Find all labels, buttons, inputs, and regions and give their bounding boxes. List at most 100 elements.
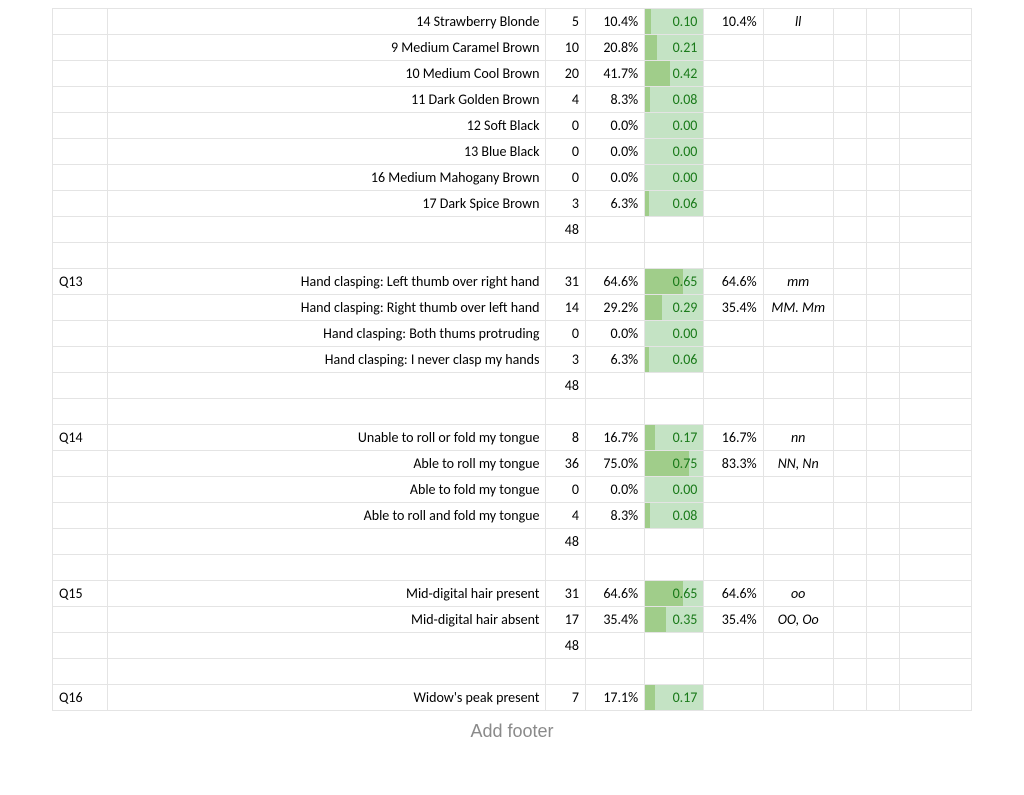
cell-n[interactable]: 31 <box>546 269 585 295</box>
cell-databar[interactable]: 0.17 <box>645 685 704 711</box>
cell-extra[interactable] <box>866 35 899 61</box>
cell-genotype[interactable]: mm <box>763 269 833 295</box>
cell-q[interactable] <box>53 451 108 477</box>
cell-extra[interactable] <box>899 347 971 373</box>
cell-pct[interactable] <box>585 659 644 685</box>
cell-n[interactable]: 20 <box>546 61 585 87</box>
cell-databar[interactable] <box>645 529 704 555</box>
cell-n[interactable] <box>546 243 585 269</box>
cell-extra[interactable] <box>866 113 899 139</box>
cell-databar[interactable]: 0.08 <box>645 503 704 529</box>
cell-extra[interactable] <box>899 87 971 113</box>
cell-extra[interactable] <box>866 581 899 607</box>
cell-extra[interactable] <box>866 191 899 217</box>
cell-desc[interactable] <box>107 633 546 659</box>
cell-extra[interactable] <box>833 477 866 503</box>
cell-extra[interactable] <box>833 529 866 555</box>
cell-extra[interactable] <box>833 269 866 295</box>
cell-geno[interactable] <box>763 659 833 685</box>
cell-n[interactable] <box>546 659 585 685</box>
cell-desc[interactable]: 11 Dark Golden Brown <box>107 87 546 113</box>
cell-pct2[interactable] <box>704 503 763 529</box>
cell-genotype[interactable] <box>763 139 833 165</box>
cell-pct2[interactable] <box>704 685 763 711</box>
cell-q[interactable]: Q13 <box>53 269 108 295</box>
cell-genotype[interactable]: oo <box>763 581 833 607</box>
cell-q[interactable] <box>53 399 108 425</box>
cell-desc[interactable]: 10 Medium Cool Brown <box>107 61 546 87</box>
cell-extra[interactable] <box>866 633 899 659</box>
cell-pct[interactable]: 6.3% <box>585 191 644 217</box>
cell-q[interactable]: Q16 <box>53 685 108 711</box>
cell-genotype[interactable] <box>763 477 833 503</box>
cell-q[interactable] <box>53 607 108 633</box>
cell-extra[interactable] <box>833 347 866 373</box>
cell-q[interactable] <box>53 295 108 321</box>
cell-desc[interactable] <box>107 659 546 685</box>
cell-desc[interactable]: 13 Blue Black <box>107 139 546 165</box>
cell-desc[interactable]: Unable to roll or fold my tongue <box>107 425 546 451</box>
cell-q[interactable]: Q14 <box>53 425 108 451</box>
cell-extra[interactable] <box>866 9 899 35</box>
cell-q[interactable] <box>53 87 108 113</box>
cell-q[interactable] <box>53 503 108 529</box>
cell-n[interactable]: 8 <box>546 425 585 451</box>
cell-n[interactable]: 14 <box>546 295 585 321</box>
cell-genotype[interactable] <box>763 347 833 373</box>
cell-databar[interactable]: 0.00 <box>645 113 704 139</box>
cell-databar[interactable]: 0.00 <box>645 321 704 347</box>
cell-extra[interactable] <box>899 607 971 633</box>
cell-databar[interactable]: 0.65 <box>645 581 704 607</box>
cell-pct2[interactable] <box>704 191 763 217</box>
cell-extra[interactable] <box>899 35 971 61</box>
cell-extra[interactable] <box>866 425 899 451</box>
cell-pct2[interactable]: 35.4% <box>704 295 763 321</box>
cell-extra[interactable] <box>899 217 971 243</box>
cell-q[interactable] <box>53 529 108 555</box>
cell-pct2[interactable]: 16.7% <box>704 425 763 451</box>
cell-n[interactable]: 0 <box>546 139 585 165</box>
cell-extra[interactable] <box>866 139 899 165</box>
cell-pct[interactable] <box>585 399 644 425</box>
cell-desc[interactable] <box>107 243 546 269</box>
cell-q[interactable] <box>53 35 108 61</box>
cell-genotype[interactable] <box>763 633 833 659</box>
cell-genotype[interactable]: ll <box>763 9 833 35</box>
cell-pct[interactable]: 75.0% <box>585 451 644 477</box>
cell-extra[interactable] <box>833 399 866 425</box>
cell-pct2[interactable]: 83.3% <box>704 451 763 477</box>
cell-pct2[interactable] <box>704 113 763 139</box>
cell-pct[interactable]: 20.8% <box>585 35 644 61</box>
cell-pct2[interactable]: 35.4% <box>704 607 763 633</box>
cell-genotype[interactable] <box>763 217 833 243</box>
cell-pct[interactable]: 0.0% <box>585 113 644 139</box>
cell-q[interactable] <box>53 555 108 581</box>
cell-extra[interactable] <box>899 529 971 555</box>
cell-extra[interactable] <box>899 165 971 191</box>
cell-extra[interactable] <box>833 659 866 685</box>
cell-pct[interactable]: 0.0% <box>585 165 644 191</box>
cell-pct2[interactable] <box>704 373 763 399</box>
cell-pct[interactable]: 10.4% <box>585 9 644 35</box>
cell-extra[interactable] <box>899 399 971 425</box>
cell-extra[interactable] <box>866 477 899 503</box>
cell-pct[interactable]: 0.0% <box>585 139 644 165</box>
cell-desc[interactable]: Mid-digital hair present <box>107 581 546 607</box>
cell-extra[interactable] <box>899 503 971 529</box>
cell-geno[interactable] <box>763 399 833 425</box>
cell-genotype[interactable]: OO, Oo <box>763 607 833 633</box>
cell-q[interactable]: Q15 <box>53 581 108 607</box>
cell-extra[interactable] <box>833 685 866 711</box>
cell-q[interactable] <box>53 165 108 191</box>
cell-desc[interactable]: 16 Medium Mahogany Brown <box>107 165 546 191</box>
cell-genotype[interactable]: NN, Nn <box>763 451 833 477</box>
cell-extra[interactable] <box>866 347 899 373</box>
cell-n[interactable]: 0 <box>546 165 585 191</box>
cell-pct2[interactable] <box>704 139 763 165</box>
cell-extra[interactable] <box>833 503 866 529</box>
cell-desc[interactable]: Able to fold my tongue <box>107 477 546 503</box>
cell-pct[interactable]: 17.1% <box>585 685 644 711</box>
cell-pct[interactable]: 0.0% <box>585 321 644 347</box>
cell-n[interactable]: 7 <box>546 685 585 711</box>
cell-extra[interactable] <box>899 451 971 477</box>
